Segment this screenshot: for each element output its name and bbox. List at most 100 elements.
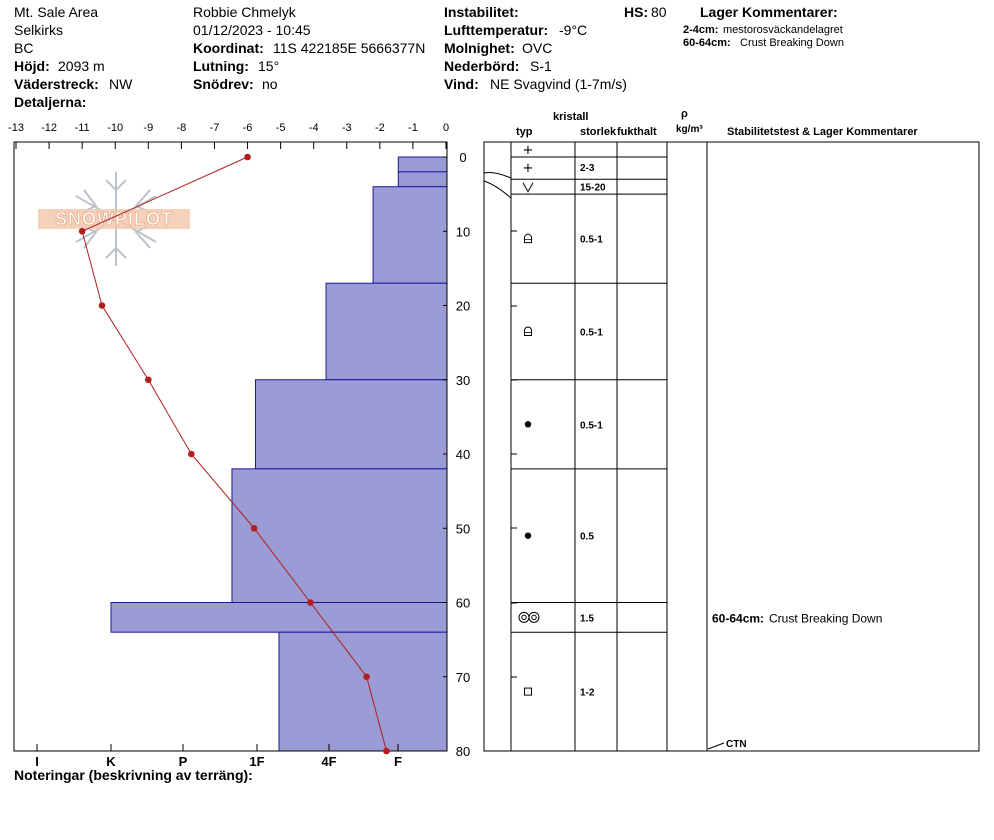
precip-value: S-1: [530, 58, 552, 74]
instability-label: Instabilitet:: [444, 4, 519, 20]
temperature-point: [383, 747, 390, 755]
layer-comment-range: 2-4cm:: [683, 24, 719, 36]
temp-tick-label: -10: [107, 122, 123, 134]
hardness-bar: [231, 468, 448, 603]
depth-tick-label: 10: [456, 224, 470, 239]
temp-tick-label: -11: [75, 122, 90, 134]
hardness-tick-label: 4F: [321, 754, 336, 769]
temp-tick-label: -13: [8, 122, 24, 134]
sky-label: Molnighet:: [444, 40, 515, 56]
depth-tick-label: 0: [459, 150, 466, 165]
temperature-point: [307, 599, 314, 606]
col-rho: ρ: [681, 108, 688, 120]
layer-table-frame: [483, 141, 980, 752]
col-density-unit: kg/m³: [676, 124, 703, 135]
crystal-plus-icon: +: [523, 143, 534, 158]
crystal-size-label: 15-20: [580, 183, 606, 194]
slope-label: Lutning:: [193, 58, 249, 74]
layer-comment-text: mestorosväckandelagret: [723, 24, 843, 36]
layer-comments-title: Lager Kommentarer:: [700, 4, 838, 20]
depth-tick-label: 40: [456, 447, 470, 462]
temperature-point: [98, 302, 106, 309]
temperature-point: [250, 524, 258, 532]
temperature-point: [363, 673, 370, 681]
hardness-bar: [397, 171, 448, 188]
depth-tick-label: 80: [456, 744, 470, 759]
layer-connector-line: [483, 180, 512, 199]
hardness-bar: [254, 379, 448, 470]
hardness-bar: [372, 186, 448, 284]
hardness-bar: [110, 602, 448, 633]
test-result-label: CTN: [726, 739, 747, 750]
stability-comment-range: 60-64cm:: [712, 611, 764, 625]
depth-tick-label: 20: [456, 299, 470, 314]
sky-value: OVC: [522, 40, 553, 56]
province: BC: [14, 40, 34, 56]
temperature-point: [244, 153, 251, 161]
location: Mt. Sale Area: [14, 4, 99, 20]
layer-comment-text: Crust Breaking Down: [740, 37, 844, 49]
crystal-size-label: 1-2: [580, 688, 595, 699]
crystal-rounding-faceted-icon: [524, 233, 532, 244]
stability-comment-text: Crust Breaking Down: [769, 611, 882, 625]
crystal-rounded-grain-icon: [524, 532, 532, 539]
elevation-value: 2093 m: [58, 58, 105, 74]
notes-label: Noteringar (beskrivning av terräng):: [14, 767, 253, 783]
aspect-value: NW: [109, 76, 133, 92]
airtemp-value: -9°C: [559, 22, 588, 38]
hardness-tick-label: P: [179, 754, 188, 769]
temp-tick-label: -8: [176, 122, 186, 134]
crystal-melt-freeze-icon: [528, 611, 540, 623]
svg-text:SNOWPILOT: SNOWPILOT: [55, 209, 173, 229]
crystal-size-label: 0.5-1: [580, 327, 603, 338]
hs-label: HS:: [624, 4, 649, 20]
wind-label: Vind:: [444, 76, 479, 92]
col-size: storlek: [580, 126, 617, 138]
temperature-point: [145, 376, 152, 384]
temp-tick-label: -1: [408, 122, 418, 134]
crystal-size-label: 0.5-1: [580, 420, 603, 431]
temperature-point: [188, 450, 195, 458]
depth-tick-label: 50: [456, 521, 470, 536]
depth-tick-label: 70: [456, 670, 470, 685]
col-crystal: kristall: [553, 111, 589, 123]
crystal-size-label: 0.5-1: [580, 235, 603, 246]
crystal-melt-freeze-icon: [518, 611, 530, 623]
temp-tick-label: -12: [41, 122, 57, 134]
elevation-label: Höjd:: [14, 58, 50, 74]
range: Selkirks: [14, 22, 64, 38]
col-stability: Stabilitetstest & Lager Kommentarer: [727, 126, 918, 138]
wind-value: NE Svagvind (1-7m/s): [490, 76, 627, 92]
temperature-point: [78, 227, 86, 235]
hardness-bar: [325, 282, 448, 381]
crystal-rounding-faceted-icon: [524, 326, 532, 336]
hs-value: 80: [651, 4, 667, 20]
depth-tick-label: 60: [456, 596, 470, 611]
hardness-tick-label: I: [35, 754, 39, 769]
temp-tick-label: -4: [309, 122, 319, 134]
coord-label: Koordinat:: [193, 40, 264, 56]
crystal-faceted-icon: [524, 687, 532, 696]
test-marker-line: [707, 742, 725, 750]
crystal-melt-freeze-icon: [521, 614, 527, 621]
details-label: Detaljerna:: [14, 94, 87, 110]
plot-frame: [13, 141, 448, 752]
layer-comment-range: 60-64cm:: [683, 37, 731, 49]
hardness-tick-label: F: [394, 754, 402, 769]
datetime: 01/12/2023 - 10:45: [193, 22, 311, 38]
hardness-bar: [397, 156, 448, 173]
watermark-logo: SNOWPILOT: [38, 209, 190, 229]
col-moisture: fukthalt: [617, 126, 657, 138]
hardness-tick-label: K: [106, 754, 116, 769]
precip-label: Nederbörd:: [444, 58, 520, 74]
crystal-melt-freeze-icon: [531, 614, 537, 621]
layer-connector-line: [483, 172, 512, 179]
crystal-size-label: 0.5: [580, 532, 594, 543]
aspect-label: Väderstreck:: [14, 76, 99, 92]
hardness-bar: [278, 631, 448, 752]
crystal-size-label: 1.5: [580, 613, 594, 624]
temp-tick-label: -7: [210, 122, 220, 134]
temp-tick-label: -9: [143, 122, 153, 134]
temp-tick-label: -2: [375, 122, 385, 134]
